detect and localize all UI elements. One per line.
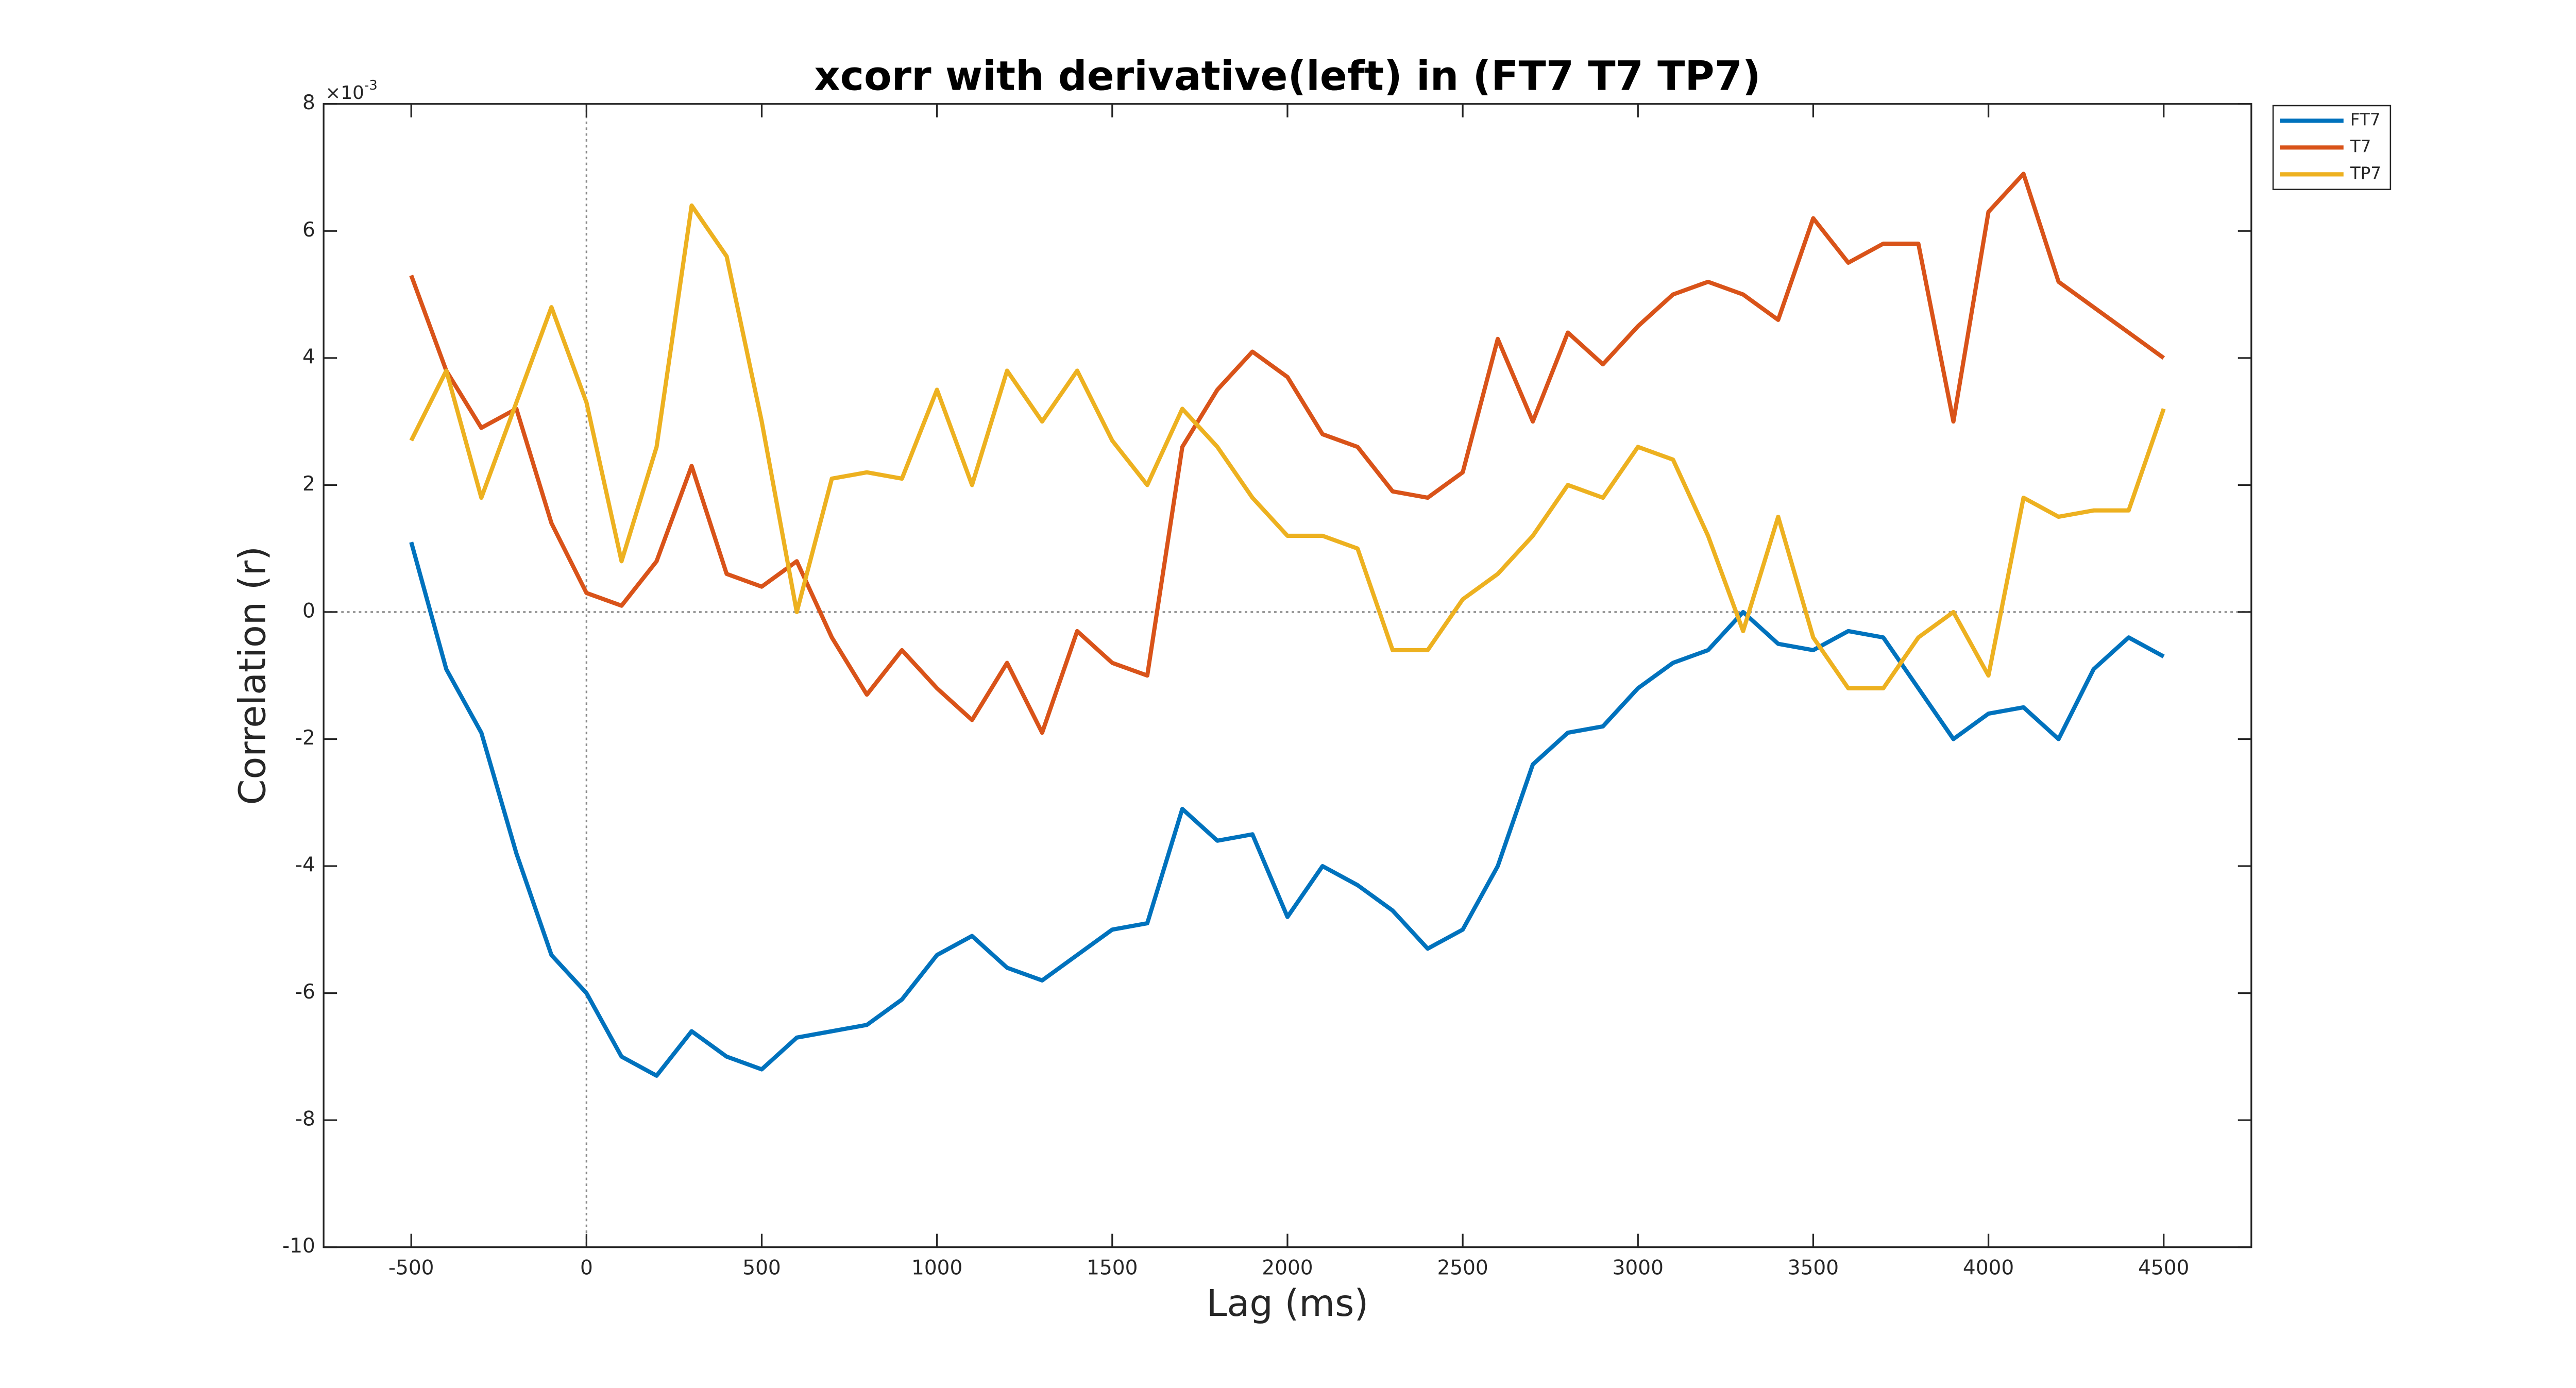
y-tick-label: 2 (302, 472, 315, 496)
y-tick-label: -6 (295, 980, 315, 1004)
x-tick-label: 3000 (1613, 1256, 1664, 1279)
y-exponent: ×10-3 (325, 77, 377, 104)
legend-label: TP7 (2350, 163, 2381, 183)
chart-title: xcorr with derivative(left) in (FT7 T7 T… (814, 53, 1760, 99)
x-tick-label: 2000 (1262, 1256, 1313, 1279)
y-tick-label: -4 (295, 854, 315, 877)
y-tick-label: -10 (282, 1234, 315, 1258)
x-tick-label: 500 (742, 1256, 781, 1279)
x-tick-label: 0 (580, 1256, 593, 1279)
series-line (409, 203, 2166, 690)
x-tick-label: -500 (388, 1256, 434, 1279)
y-tick-label: 0 (302, 599, 315, 622)
x-tick-label: 4000 (1963, 1256, 2014, 1279)
series-line (409, 541, 2165, 1078)
axes-frame (323, 103, 2252, 1248)
y-tick-label: -2 (295, 726, 315, 750)
x-axis-label: Lag (ms) (1207, 1282, 1369, 1325)
legend-label: T7 (2350, 137, 2371, 156)
y-tick-label: 6 (302, 218, 315, 242)
legend: FT7 T7 TP7 (2272, 105, 2392, 190)
y-axis-label: Correlation (r) (231, 546, 274, 805)
y-exponent-base: ×10 (325, 82, 364, 104)
series-line (409, 172, 2165, 735)
x-tick-label: 1500 (1087, 1256, 1138, 1279)
y-tick-label: 8 (302, 91, 315, 114)
x-tick-label: 2500 (1437, 1256, 1488, 1279)
legend-label: FT7 (2350, 110, 2381, 129)
y-tick-label: 4 (302, 345, 315, 368)
x-tick-label: 4500 (2138, 1256, 2189, 1279)
y-tick-label: -8 (295, 1108, 315, 1131)
y-exponent-power: -3 (364, 77, 378, 93)
x-tick-label: 1000 (911, 1256, 962, 1279)
x-tick-label: 3500 (1788, 1256, 1839, 1279)
